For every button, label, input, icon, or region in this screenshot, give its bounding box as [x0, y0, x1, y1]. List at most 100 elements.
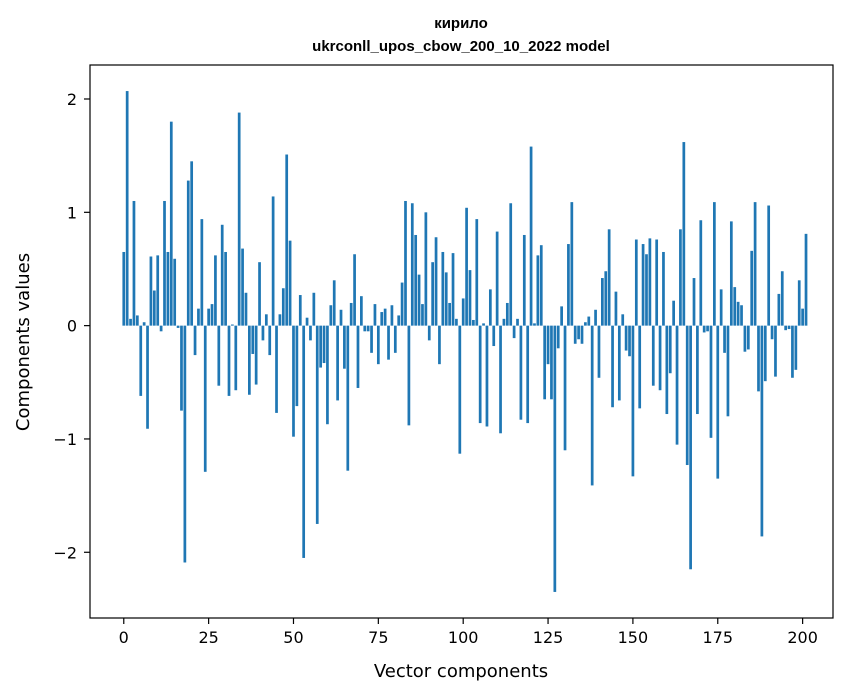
- bar-15: [173, 258, 177, 326]
- bar-133: [573, 325, 577, 344]
- bar-143: [607, 229, 611, 326]
- bar-33: [234, 325, 238, 391]
- bar-55: [309, 325, 312, 341]
- bar-189: [763, 325, 767, 382]
- bar-46: [278, 314, 282, 326]
- bar-191: [770, 325, 774, 340]
- y-tick-label: −2: [53, 543, 77, 562]
- bar-7: [146, 325, 149, 429]
- bar-60: [326, 325, 329, 425]
- bar-17: [180, 325, 183, 411]
- bar-39: [254, 325, 258, 385]
- bar-185: [750, 250, 754, 326]
- bar-68: [353, 254, 356, 326]
- bar-160: [665, 325, 669, 415]
- bar-113: [505, 302, 509, 326]
- bar-181: [736, 301, 740, 326]
- bar-43: [268, 325, 272, 356]
- bar-122: [536, 255, 540, 326]
- bar-44: [271, 196, 275, 326]
- bar-173: [709, 325, 713, 438]
- bar-65: [343, 325, 346, 369]
- bar-169: [696, 325, 699, 415]
- bar-88: [421, 304, 424, 326]
- bar-162: [672, 300, 675, 326]
- x-axis-ticks: 0 25 50 75 100 125 150 175 200: [119, 618, 818, 647]
- bar-135: [580, 325, 584, 344]
- bar-125: [546, 325, 550, 365]
- bar-119: [526, 325, 530, 424]
- bar-145: [614, 291, 618, 326]
- bar-42: [264, 314, 268, 326]
- bar-31: [227, 325, 231, 396]
- x-tick-label: 100: [448, 628, 479, 647]
- bar-2: [129, 318, 132, 326]
- bar-108: [488, 289, 492, 326]
- y-tick-label: 2: [67, 90, 77, 109]
- bar-117: [519, 325, 523, 420]
- y-axis-label: Components values: [13, 253, 34, 431]
- bar-115: [512, 325, 516, 339]
- bar-41: [261, 325, 265, 341]
- bar-105: [478, 325, 482, 424]
- y-tick-label: 0: [67, 317, 77, 336]
- bar-157: [655, 239, 659, 326]
- y-tick-label: −1: [53, 430, 77, 449]
- bar-180: [733, 287, 737, 326]
- bar-74: [373, 304, 377, 326]
- bar-170: [699, 220, 703, 326]
- bar-118: [522, 234, 526, 326]
- bar-139: [594, 309, 597, 326]
- bar-40: [258, 262, 261, 326]
- bar-174: [713, 202, 716, 326]
- bar-114: [509, 203, 513, 326]
- bar-148: [624, 325, 628, 351]
- chart-subtitle: ukrconll_upos_cbow_200_10_2022 model: [312, 38, 610, 55]
- bar-175: [716, 325, 720, 479]
- bar-23: [200, 219, 204, 326]
- bar-63: [336, 325, 339, 401]
- bar-188: [760, 325, 764, 537]
- bar-48: [285, 154, 289, 326]
- bar-85: [410, 203, 414, 326]
- bar-146: [617, 325, 621, 401]
- bar-21: [193, 325, 197, 356]
- bar-36: [244, 292, 248, 326]
- bar-62: [332, 280, 336, 326]
- bar-132: [570, 202, 574, 326]
- bar-72: [366, 325, 370, 332]
- x-tick-label: 125: [533, 628, 564, 647]
- bar-11: [159, 325, 163, 332]
- bar-95: [444, 272, 448, 326]
- bar-37: [248, 325, 251, 395]
- bar-167: [689, 325, 692, 570]
- bar-3: [132, 200, 136, 326]
- bar-56: [312, 292, 316, 326]
- bar-90: [427, 325, 431, 341]
- bar-9: [152, 290, 156, 326]
- bar-86: [414, 234, 418, 326]
- bar-127: [553, 325, 557, 592]
- bar-93: [438, 325, 441, 365]
- bar-178: [726, 325, 730, 417]
- bar-134: [577, 325, 580, 340]
- bar-102: [468, 270, 472, 326]
- bar-22: [197, 308, 200, 326]
- bar-45: [275, 325, 278, 413]
- bar-177: [723, 325, 726, 353]
- bar-126: [550, 325, 553, 400]
- bar-61: [329, 305, 333, 326]
- bar-179: [729, 221, 733, 326]
- bar-199: [797, 280, 801, 326]
- bar-35: [241, 248, 244, 326]
- bar-0: [122, 251, 126, 326]
- bar-193: [777, 293, 781, 326]
- bar-52: [298, 295, 302, 326]
- bar-163: [675, 325, 679, 445]
- bar-19: [186, 180, 190, 326]
- bar-142: [604, 271, 608, 326]
- plot-frame: [89, 64, 834, 619]
- bar-16: [176, 325, 180, 328]
- bar-73: [370, 325, 373, 353]
